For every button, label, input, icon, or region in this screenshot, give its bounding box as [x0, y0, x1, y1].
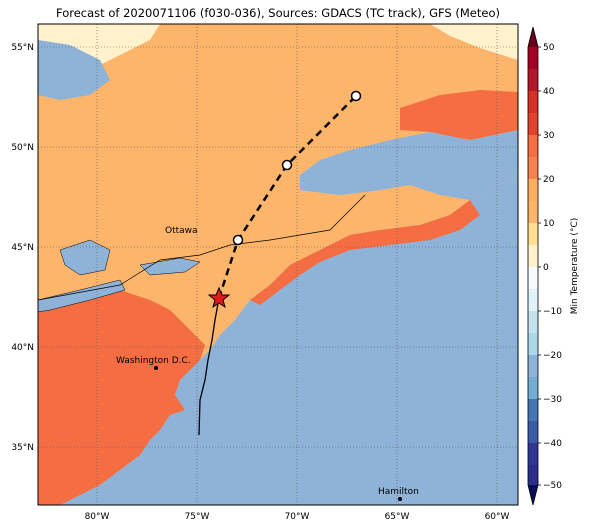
storm-track-forecast: [217, 95, 357, 299]
map-frame: [37, 23, 519, 506]
place-ottawa: Ottawa: [165, 226, 198, 236]
border-line: [38, 194, 366, 301]
warm-band-coast: [250, 200, 480, 305]
lake-huron: [59, 239, 111, 276]
track-point: [232, 234, 244, 246]
place-hamilton: Hamilton: [378, 487, 419, 497]
cool-band-ne: [430, 24, 518, 60]
lon-tick-75: 75°W: [185, 512, 210, 522]
warm-band-north: [400, 90, 518, 140]
washington-dot: [154, 366, 158, 370]
lon-tick-80: 80°W: [85, 512, 110, 522]
map-title: Forecast of 2020071106 (f030-036), Sourc…: [56, 6, 500, 20]
track-point: [281, 159, 293, 171]
gulf-of-st-lawrence: [300, 150, 518, 200]
gridlines: [38, 24, 518, 505]
hudson-bay: [38, 40, 110, 100]
lat-tick-45: 45°N: [11, 243, 34, 253]
star-icon: [207, 286, 231, 309]
lake-ontario: [139, 257, 201, 276]
lat-tick-35: 35°N: [11, 443, 34, 453]
lon-tick-65: 65°W: [385, 512, 410, 522]
place-washington: Washington D.C.: [116, 356, 191, 366]
track-point: [350, 90, 362, 102]
lat-tick-55: 55°N: [11, 43, 34, 53]
lon-tick-70: 70°W: [285, 512, 310, 522]
warm-band: [38, 290, 205, 505]
lat-tick-40: 40°N: [11, 343, 34, 353]
lat-tick-50: 50°N: [11, 143, 34, 153]
lon-tick-60: 60°W: [485, 512, 510, 522]
storm-track-past: [198, 297, 220, 436]
hamilton-dot: [398, 497, 402, 501]
